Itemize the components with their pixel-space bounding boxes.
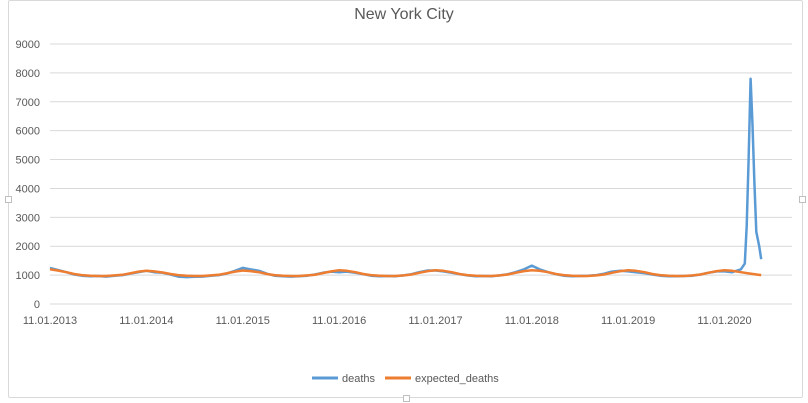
- y-tick-label: 4000: [16, 183, 40, 195]
- y-tick-label: 3000: [16, 212, 40, 224]
- legend-label-deaths: deaths: [342, 373, 376, 385]
- y-tick-label: 1000: [16, 270, 40, 282]
- chart-area[interactable]: [8, 0, 803, 398]
- y-tick-label: 6000: [16, 126, 40, 138]
- x-tick-label: 11.01.2013: [23, 315, 77, 327]
- series-line-expected-deaths[interactable]: [49, 268, 762, 278]
- y-tick-label: 7000: [16, 97, 40, 109]
- y-tick-label: 9000: [16, 39, 40, 51]
- x-tick-label: 11.01.2018: [505, 315, 559, 327]
- y-axis-ticks: 0 1000 2000 3000 4000 5000 6000 7000 8000 9000: [16, 39, 40, 311]
- chart-title: New York City: [354, 6, 454, 23]
- x-tick-label: 11.01.2016: [312, 315, 366, 327]
- x-tick-label: 11.01.2017: [408, 315, 462, 327]
- resize-handle-right[interactable]: [799, 196, 806, 203]
- series-line-deaths[interactable]: [49, 77, 763, 279]
- y-tick-label: 8000: [16, 68, 40, 80]
- y-tick-label: 2000: [16, 241, 40, 253]
- x-tick-label: 11.01.2019: [601, 315, 655, 327]
- y-tick-label: 5000: [16, 155, 40, 167]
- resize-handle-bottom[interactable]: [403, 395, 410, 402]
- gridlines: [50, 43, 792, 305]
- legend-label-expected-deaths: expected_deaths: [415, 373, 499, 385]
- y-tick-label: 0: [34, 299, 40, 311]
- series-lines: [49, 77, 763, 279]
- legend: deaths expected_deaths: [312, 373, 499, 385]
- x-tick-label: 11.01.2014: [119, 315, 173, 327]
- resize-handle-left[interactable]: [5, 196, 12, 203]
- x-axis-ticks: 11.01.2013 11.01.2014 11.01.2015 11.01.2016…: [23, 315, 752, 327]
- x-tick-label: 11.01.2015: [216, 315, 270, 327]
- x-tick-label: 11.01.2020: [697, 315, 751, 327]
